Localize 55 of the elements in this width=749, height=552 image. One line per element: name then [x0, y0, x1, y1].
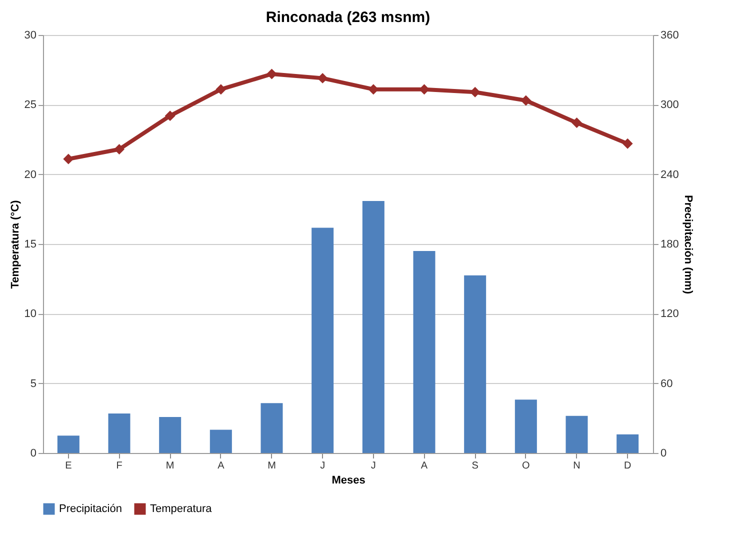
x-tick-label: N [573, 460, 580, 472]
y2-tick-label: 120 [660, 308, 679, 320]
y2-tick-label: 60 [660, 378, 673, 390]
bar [260, 403, 283, 453]
y2-axis-title: Precipitación (mm) [682, 194, 694, 294]
bar [210, 430, 232, 453]
bar [312, 228, 334, 453]
x-tick-label: A [218, 460, 225, 472]
x-tick-label: O [522, 460, 530, 472]
point [572, 118, 582, 128]
y2-tick-label: 0 [660, 448, 667, 460]
bar [566, 416, 588, 453]
x-tick-label: J [320, 460, 326, 472]
bar [57, 436, 80, 453]
y-tick-label: 0 [30, 448, 36, 460]
x-axis-title: Meses [332, 474, 366, 486]
bar [413, 250, 436, 453]
y-axis-title: Temperatura (°C) [9, 200, 22, 289]
x-tick-label: E [65, 460, 72, 472]
chart-title: Rinconada (263 msnm) [266, 9, 430, 26]
y2-tick-label: 300 [660, 99, 679, 112]
x-tick-label: J [370, 460, 376, 472]
point [164, 110, 176, 122]
y-tick-label: 30 [24, 30, 36, 42]
point [63, 154, 74, 164]
legend-label: Temperatura [150, 503, 213, 515]
x-tick-label: M [166, 460, 174, 472]
bar [616, 434, 639, 453]
x-tick-label: S [472, 460, 479, 472]
y-tick-label: 25 [24, 99, 36, 112]
point [520, 95, 532, 106]
point [114, 144, 124, 154]
bar [159, 417, 182, 453]
point [266, 68, 277, 80]
y2-tick-label: 180 [660, 238, 679, 250]
bar [464, 275, 486, 453]
point [470, 86, 480, 98]
point [216, 84, 226, 95]
y-tick-label: 15 [24, 238, 36, 250]
point [317, 72, 328, 84]
point [419, 84, 430, 95]
legend-label: Precipitación [59, 503, 122, 515]
y2-tick-label: 360 [660, 30, 679, 42]
bar [514, 400, 537, 453]
y2-tick-label: 240 [660, 168, 679, 181]
y-tick-label: 20 [24, 168, 36, 181]
bar [108, 414, 130, 453]
bar [362, 201, 384, 453]
x-tick-label: M [268, 460, 276, 472]
x-tick-label: A [420, 460, 428, 472]
x-tick-label: F [116, 460, 122, 472]
point [622, 138, 633, 149]
y-tick-label: 10 [24, 308, 36, 320]
y-tick-label: 5 [30, 378, 36, 390]
x-tick-label: D [624, 460, 632, 472]
